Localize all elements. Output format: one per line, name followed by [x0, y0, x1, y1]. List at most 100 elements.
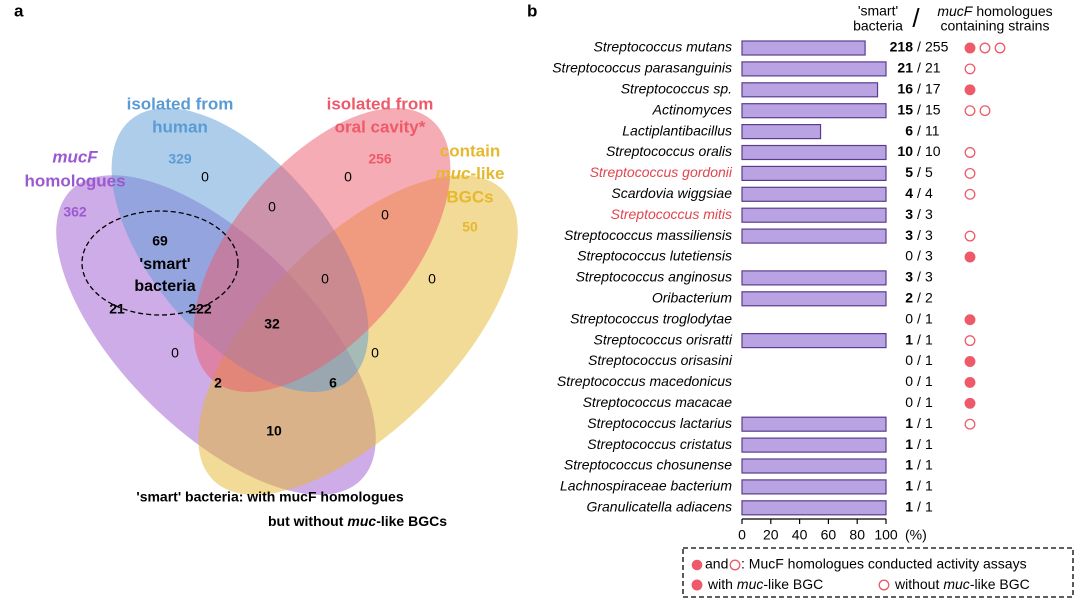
legend-text: with muc-like BGC: [707, 576, 823, 592]
x-tick-label: 0: [738, 527, 746, 543]
assay-marker: [994, 42, 1006, 54]
bar: [741, 123, 822, 140]
legend-box: [682, 547, 1074, 598]
legend-marker: [729, 559, 741, 571]
category-label: Streptococcus chosunense: [564, 457, 732, 473]
region-count: 0: [428, 271, 436, 287]
assay-marker: [964, 418, 976, 430]
category-label: Streptococcus mitis: [611, 206, 732, 222]
category-label: Streptococcus oralis: [606, 143, 732, 159]
region-count: 21: [109, 301, 125, 317]
category-label: Oribacterium: [652, 290, 732, 306]
bar: [741, 82, 879, 98]
count-separator: /: [917, 101, 921, 117]
legend-part: without: [894, 576, 939, 592]
footnote: 'smart' bacteria: with mucF homologues: [136, 489, 403, 505]
category-label: Streptococcus orisratti: [594, 331, 733, 347]
bar: [741, 186, 887, 202]
total-count: 1: [925, 310, 933, 326]
total-count: 1: [925, 352, 933, 368]
legend-marker: [878, 579, 890, 591]
set-label: mucF: [52, 147, 98, 166]
total-count: 15: [925, 101, 941, 117]
set-count: 256: [368, 151, 392, 167]
region-count: 10: [266, 423, 282, 439]
category-label: Streptococcus macedonicus: [557, 373, 732, 389]
category-label: Lactiplantibacillus: [622, 122, 732, 138]
total-count: 3: [925, 248, 933, 264]
header-left: 'smart': [858, 3, 898, 19]
category-label: Streptococcus cristatus: [587, 436, 732, 452]
bar: [741, 416, 887, 432]
count-separator: /: [917, 478, 921, 494]
count-separator: /: [917, 143, 921, 159]
count-separator: /: [917, 122, 921, 138]
legend-part: muc: [737, 576, 763, 592]
category-label: Granulicatella adiacens: [586, 499, 732, 515]
assay-marker: [964, 376, 976, 388]
header-right: containing strains: [941, 18, 1050, 34]
x-tick-label: 80: [849, 527, 865, 543]
footnote-part: but without: [268, 513, 344, 529]
bar: [741, 207, 887, 223]
smart-count: 1: [905, 457, 913, 473]
count-separator: /: [917, 457, 921, 473]
total-count: 3: [925, 206, 933, 222]
smart-count: 4: [905, 185, 913, 201]
assay-marker: [964, 167, 976, 179]
x-unit: (%): [905, 527, 927, 543]
total-count: 1: [925, 331, 933, 347]
total-count: 21: [925, 60, 941, 76]
set-count: 329: [168, 151, 192, 167]
assay-marker: [964, 251, 976, 263]
bar: [741, 270, 887, 286]
header-part: homologues: [976, 3, 1052, 19]
footnote-part: -like BGCs: [376, 513, 447, 529]
total-count: 2: [925, 290, 933, 306]
total-count: 3: [925, 269, 933, 285]
count-separator: /: [917, 436, 921, 452]
bar: [741, 479, 887, 495]
category-label: Streptococcus lactarius: [587, 415, 732, 431]
category-label: Streptococcus gordonii: [590, 164, 733, 180]
total-count: 1: [925, 478, 933, 494]
bar: [741, 458, 887, 474]
bar: [741, 144, 887, 161]
count-separator: /: [917, 394, 921, 410]
smart-label: 'smart': [139, 256, 190, 273]
count-separator: /: [917, 352, 921, 368]
count-separator: /: [917, 415, 921, 431]
bar: [741, 333, 887, 349]
count-separator: /: [917, 227, 921, 243]
region-count: 0: [381, 207, 389, 223]
total-count: 1: [925, 499, 933, 515]
total-count: 255: [925, 39, 949, 55]
set-label: BGCs: [446, 187, 493, 206]
region-count: 0: [171, 345, 179, 361]
assay-marker: [964, 84, 976, 96]
assay-marker: [964, 63, 976, 75]
panel-label: b: [527, 1, 537, 20]
set-label: isolated from: [327, 94, 434, 113]
assay-marker: [979, 105, 991, 117]
total-count: 1: [925, 415, 933, 431]
category-label: Streptococcus anginosus: [576, 269, 732, 285]
smart-count: 1: [905, 478, 913, 494]
x-tick-label: 60: [821, 527, 837, 543]
smart-count: 3: [905, 269, 913, 285]
category-label: Actinomyces: [652, 101, 732, 117]
smart-count: 0: [905, 352, 913, 368]
assay-marker: [964, 105, 976, 117]
legend-part: -like BGC: [970, 576, 1030, 592]
total-count: 17: [925, 81, 941, 97]
legend-part: with: [707, 576, 733, 592]
category-label: Streptococcus troglodytae: [570, 310, 732, 326]
legend-part: muc: [943, 576, 969, 592]
legend-text: without muc-like BGC: [894, 576, 1030, 592]
x-tick-label: 40: [792, 527, 808, 543]
smart-label: bacteria: [134, 278, 195, 295]
count-separator: /: [917, 331, 921, 347]
assay-marker: [964, 314, 976, 326]
region-count: 69: [152, 233, 168, 249]
